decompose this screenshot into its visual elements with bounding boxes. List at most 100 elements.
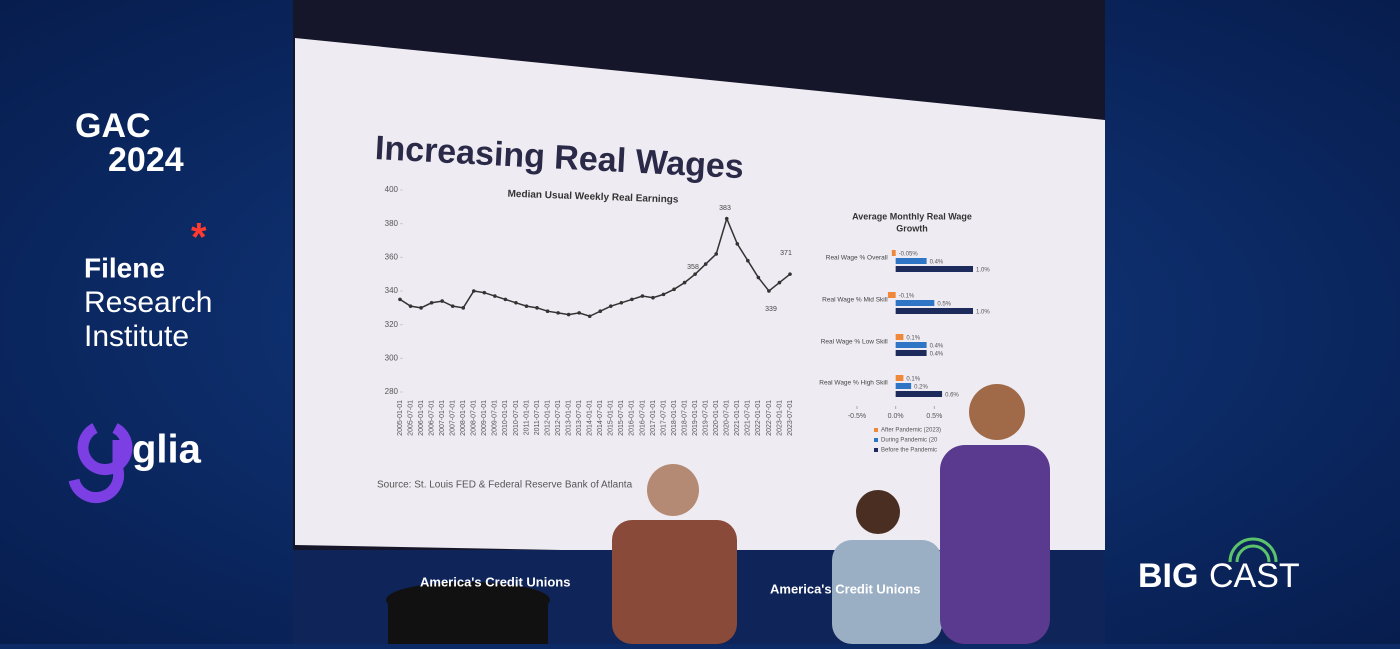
- x-tick-label: 2018-07-01: [681, 400, 688, 436]
- bar: [895, 300, 935, 306]
- filene-logo: Research: [84, 286, 212, 319]
- y-tick-label: 300: [385, 353, 399, 362]
- data-point: [429, 300, 434, 305]
- data-point: [408, 304, 413, 308]
- data-point: [566, 312, 571, 317]
- value-label: -0.05%: [899, 252, 919, 258]
- x-tick-label: 2010-07-01: [513, 400, 520, 436]
- filene-logo: Filene: [84, 252, 165, 283]
- y-tick-label: 400: [385, 185, 399, 194]
- event-name: GAC: [75, 107, 151, 145]
- data-point: [640, 294, 645, 298]
- bar-chart-title: Average Monthly Real Wage: [852, 211, 972, 221]
- annotation: 371: [780, 250, 792, 257]
- x-tick-label: 2007-07-01: [450, 400, 457, 436]
- x-tick-label: 0.0%: [888, 413, 904, 420]
- x-tick-label: 2010-01-01: [502, 400, 509, 436]
- data-point: [556, 311, 560, 315]
- x-tick-label: 2015-01-01: [608, 400, 615, 436]
- data-point: [756, 275, 761, 280]
- data-point: [693, 272, 697, 276]
- x-tick-label: 2023-07-01: [787, 400, 794, 436]
- x-tick-label: 2016-07-01: [639, 400, 646, 436]
- y-tick-label: 360: [385, 252, 399, 261]
- bigcast-icon: [1228, 537, 1278, 563]
- x-tick-label: 2018-01-01: [671, 400, 678, 436]
- data-point: [746, 258, 750, 263]
- x-tick-label: 2017-01-01: [650, 400, 657, 436]
- x-tick-label: 2022-07-01: [766, 400, 773, 436]
- data-point: [767, 289, 771, 293]
- x-tick-label: 2014-07-01: [597, 400, 604, 436]
- speaker-2-head: [856, 490, 900, 534]
- legend-swatch: [874, 428, 878, 432]
- x-tick-label: 2005-01-01: [397, 400, 404, 436]
- x-tick-label: 2011-01-01: [523, 400, 530, 435]
- stage-banner: America's Credit Unions: [770, 581, 920, 596]
- legend-entry: During Pandemic (20: [881, 438, 938, 444]
- value-label: 0.4%: [930, 352, 944, 358]
- table-base: [388, 600, 548, 644]
- bar: [891, 250, 896, 256]
- x-tick-label: 0.5%: [926, 413, 942, 420]
- data-point: [672, 287, 676, 292]
- data-point: [788, 272, 792, 276]
- x-tick-label: 2021-01-01: [734, 400, 741, 436]
- data-point: [714, 252, 719, 256]
- legend-swatch: [874, 438, 878, 442]
- value-label: 0.5%: [937, 302, 951, 308]
- x-tick-label: 2020-07-01: [724, 400, 731, 436]
- x-tick-label: 2006-01-01: [418, 400, 425, 436]
- data-point: [682, 280, 687, 285]
- value-label: 1.0%: [976, 268, 990, 274]
- bar: [895, 266, 973, 272]
- data-point: [503, 297, 508, 302]
- data-point: [514, 300, 518, 305]
- x-tick-label: 2011-07-01: [534, 400, 541, 435]
- data-point: [587, 314, 592, 319]
- legend-swatch: [874, 448, 878, 452]
- annotation: 358: [687, 264, 699, 271]
- bar: [895, 308, 973, 314]
- slide-screen: [295, 38, 1105, 560]
- bigcast-logo: CAST: [1209, 557, 1300, 595]
- event-year: 2024: [108, 141, 184, 179]
- data-point: [630, 297, 634, 302]
- value-label: 0.1%: [906, 336, 920, 342]
- data-point: [440, 299, 444, 303]
- x-tick-label: 2019-07-01: [703, 400, 710, 436]
- bar: [895, 334, 904, 340]
- source: Source: St. Louis FED & Federal Reserve …: [377, 480, 633, 491]
- x-tick-label: 2006-07-01: [428, 400, 435, 436]
- bar: [895, 258, 927, 264]
- y-tick-label: 320: [385, 320, 399, 329]
- data-point: [598, 309, 603, 314]
- data-point: [545, 309, 550, 314]
- data-point: [471, 289, 476, 293]
- value-label: 0.4%: [930, 260, 944, 266]
- x-tick-label: 2019-01-01: [692, 400, 699, 436]
- y-tick-label: 340: [385, 286, 399, 295]
- value-label: 0.2%: [914, 385, 928, 391]
- x-tick-label: 2008-07-01: [471, 400, 478, 436]
- speaker-2: [832, 540, 942, 644]
- filene-logo: Institute: [84, 320, 189, 353]
- data-point: [777, 280, 782, 285]
- data-point: [661, 292, 666, 297]
- x-tick-label: 2012-01-01: [544, 400, 551, 436]
- bar: [895, 383, 912, 389]
- x-tick-label: 2009-01-01: [481, 400, 488, 436]
- data-point: [461, 306, 466, 310]
- x-tick-label: 2014-01-01: [587, 400, 594, 436]
- data-point: [651, 295, 655, 300]
- legend-entry: After Pandemic (2023): [881, 428, 941, 434]
- data-point: [493, 294, 497, 298]
- x-tick-label: 2020-01-01: [713, 400, 720, 436]
- x-tick-label: 2009-07-01: [492, 400, 499, 436]
- speaker-3-head: [969, 384, 1025, 440]
- value-label: 0.1%: [906, 377, 920, 383]
- data-point: [735, 242, 740, 246]
- y-tick-label: 380: [385, 219, 399, 228]
